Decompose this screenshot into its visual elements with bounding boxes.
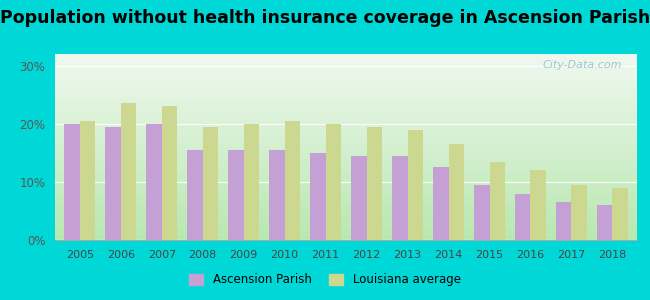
Bar	[571, 185, 587, 240]
Bar	[556, 202, 571, 240]
Bar	[392, 156, 408, 240]
Bar	[474, 185, 489, 240]
Bar	[203, 127, 218, 240]
Bar	[408, 130, 423, 240]
Bar	[367, 127, 382, 240]
Bar	[530, 170, 546, 240]
Bar	[187, 150, 203, 240]
Bar	[612, 188, 628, 240]
Bar	[310, 153, 326, 240]
Bar	[80, 121, 96, 240]
Bar	[597, 205, 612, 240]
Bar	[489, 161, 505, 240]
Bar	[64, 124, 80, 240]
Bar	[351, 156, 367, 240]
Bar	[121, 103, 136, 240]
Bar	[162, 106, 177, 240]
Bar	[244, 124, 259, 240]
Bar	[326, 124, 341, 240]
Bar	[269, 150, 285, 240]
Bar	[146, 124, 162, 240]
Bar	[228, 150, 244, 240]
Bar	[448, 144, 464, 240]
Bar	[515, 194, 530, 240]
Legend: Ascension Parish, Louisiana average: Ascension Parish, Louisiana average	[185, 269, 465, 291]
Text: City-Data.com: City-Data.com	[543, 60, 623, 70]
Bar	[285, 121, 300, 240]
Text: Population without health insurance coverage in Ascension Parish: Population without health insurance cove…	[0, 9, 650, 27]
Bar	[433, 167, 448, 240]
Bar	[105, 127, 121, 240]
